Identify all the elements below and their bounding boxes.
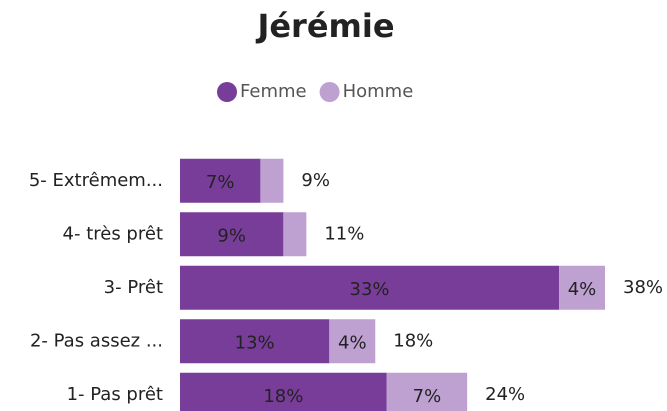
bar-segment — [329, 319, 376, 364]
segment-label: 4% — [338, 332, 367, 353]
legend-label: Femme — [240, 81, 307, 102]
chart-title: Jérémie — [255, 7, 394, 45]
category-label: 4- très prêt — [63, 223, 163, 244]
bar-segment — [180, 212, 284, 257]
segment-label: 7% — [413, 386, 442, 407]
segment-label: 33% — [350, 279, 390, 300]
total-label: 11% — [324, 223, 364, 244]
segment-label: 9% — [217, 225, 246, 246]
bar-segment — [180, 319, 330, 364]
category-label: 5- Extrêmem... — [29, 170, 163, 191]
bar-segment — [559, 265, 605, 310]
total-label: 38% — [623, 277, 663, 298]
legend-swatch — [217, 82, 237, 102]
segment-label: 7% — [206, 172, 235, 193]
bar-segment — [180, 372, 387, 411]
legend-label: Homme — [343, 81, 414, 102]
bar-segment — [180, 265, 560, 310]
bar-segment — [180, 158, 261, 203]
bar-segment — [283, 212, 307, 257]
legend-swatch — [319, 82, 340, 102]
bar-segment — [260, 158, 284, 203]
total-label: 24% — [485, 384, 525, 405]
category-label: 3- Prêt — [104, 277, 163, 298]
bar-segment — [386, 372, 468, 411]
category-label: 1- Pas prêt — [67, 384, 163, 405]
category-label: 2- Pas assez ... — [30, 330, 163, 351]
segment-label: 4% — [568, 279, 597, 300]
segment-label: 13% — [235, 332, 275, 353]
total-label: 9% — [301, 170, 330, 191]
segment-label: 18% — [263, 386, 303, 407]
total-label: 18% — [393, 330, 433, 351]
